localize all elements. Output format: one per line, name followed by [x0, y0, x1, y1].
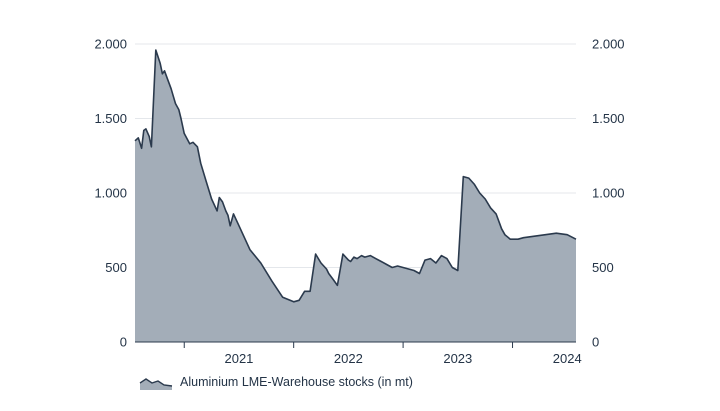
plot-area — [134, 49, 577, 342]
legend: Aluminium LME-Warehouse stocks (in mt) — [139, 375, 413, 390]
y-tick-label-right-2: 1.000 — [592, 186, 625, 201]
y-tick-label-left-4: 2.000 — [94, 37, 127, 52]
legend-swatch — [139, 378, 173, 390]
x-tick-label-0: 2021 — [224, 351, 253, 366]
y-tick-label-left-0: 0 — [120, 335, 127, 350]
y-tick-label-right-3: 1.500 — [592, 111, 625, 126]
x-tick-label-1: 2022 — [334, 351, 363, 366]
left-y-axis: 0 500 1.000 1.500 2.000 — [94, 37, 127, 350]
legend-label-aluminium-stocks: Aluminium LME-Warehouse stocks (in mt) — [180, 375, 413, 389]
y-tick-label-left-1: 500 — [105, 260, 127, 275]
x-tick-label-3: 2024 — [553, 351, 582, 366]
y-tick-label-right-0: 0 — [592, 335, 599, 350]
legend-swatch-fill — [140, 379, 172, 390]
y-tick-label-left-3: 1.500 — [94, 111, 127, 126]
x-axis: 2021 2022 2023 2024 — [224, 351, 581, 366]
y-tick-label-left-2: 1.000 — [94, 186, 127, 201]
x-tick-label-2: 2023 — [443, 351, 472, 366]
right-y-axis: 0 500 1.000 1.500 2.000 — [592, 37, 625, 350]
series-line-aluminium-stocks — [134, 49, 577, 303]
y-tick-label-right-4: 2.000 — [592, 37, 625, 52]
series-area-aluminium-stocks — [135, 50, 576, 342]
legend-swatch-line — [139, 378, 173, 387]
y-tick-label-right-1: 500 — [592, 260, 614, 275]
axes — [135, 341, 576, 348]
